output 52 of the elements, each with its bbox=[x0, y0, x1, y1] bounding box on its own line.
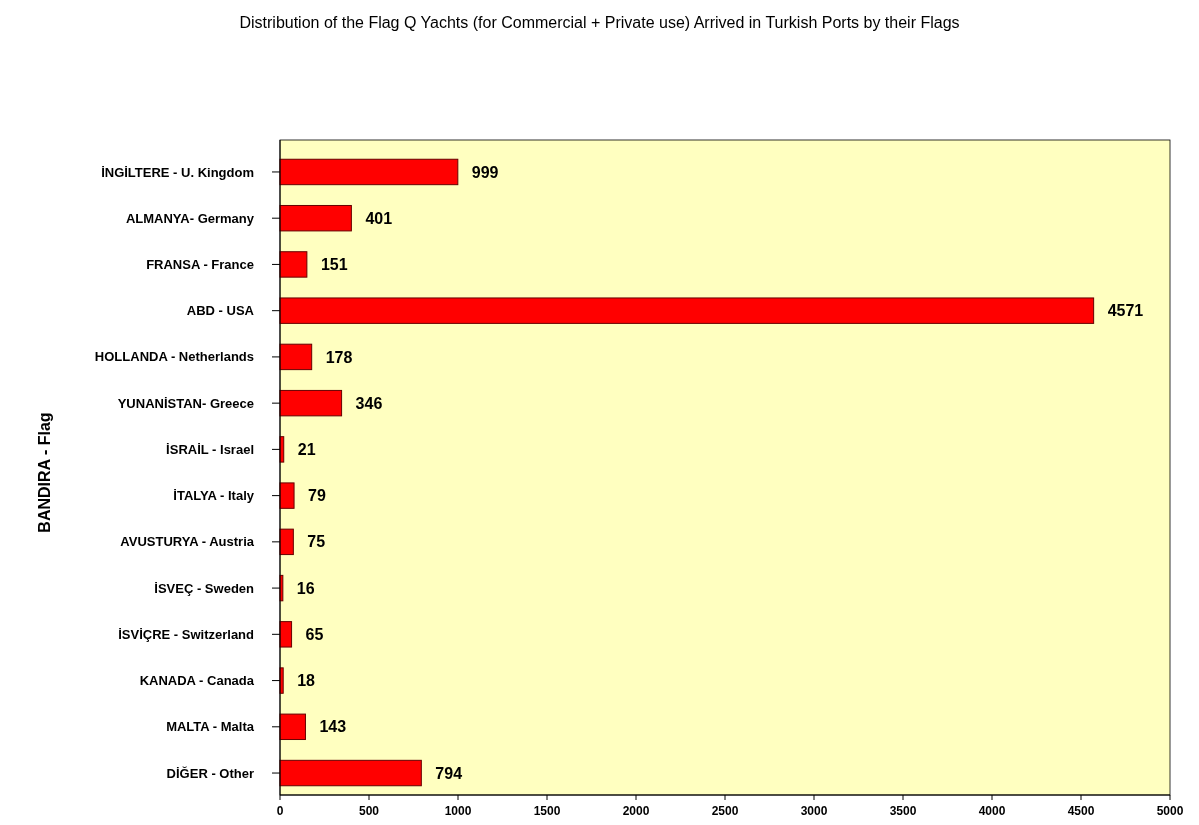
data-label: 143 bbox=[319, 718, 347, 736]
y-tick-label: ABD - USA bbox=[186, 303, 255, 319]
bar bbox=[279, 759, 422, 787]
y-tick-label: ALMANYA- Germany bbox=[125, 210, 255, 226]
x-tick-label: 5000 bbox=[1156, 804, 1184, 818]
y-tick-label: İSVİÇRE - Switzerland bbox=[118, 626, 255, 642]
x-tick-label: 500 bbox=[358, 804, 380, 818]
data-label: 18 bbox=[297, 672, 316, 690]
x-tick-label: 0 bbox=[276, 804, 284, 818]
data-label: 999 bbox=[471, 163, 499, 181]
x-tick-label: 1500 bbox=[533, 804, 561, 818]
bar bbox=[279, 713, 306, 741]
y-tick-label: İTALYA - Italy bbox=[173, 488, 255, 504]
data-label: 346 bbox=[355, 394, 383, 412]
bar bbox=[279, 528, 294, 556]
y-tick-label: İNGİLTERE - U. Kingdom bbox=[101, 164, 254, 180]
y-tick-label: MALTA - Malta bbox=[166, 719, 255, 735]
bar bbox=[279, 251, 308, 278]
y-tick-label: İSRAİL - Israel bbox=[166, 441, 254, 457]
x-tick-label: 4500 bbox=[1067, 804, 1095, 818]
bar bbox=[279, 621, 293, 648]
y-tick-label: İSVEÇ - Sweden bbox=[154, 580, 255, 596]
bar bbox=[279, 482, 295, 509]
bar bbox=[279, 297, 1095, 324]
y-axis-title: BANDIRA - Flag bbox=[36, 412, 53, 533]
data-label: 65 bbox=[305, 625, 324, 643]
data-label: 21 bbox=[297, 440, 316, 458]
x-tick-label: 3000 bbox=[800, 804, 828, 818]
data-label: 4571 bbox=[1107, 302, 1144, 320]
x-tick-label: 1000 bbox=[444, 804, 472, 818]
data-label: 151 bbox=[320, 256, 348, 274]
y-tick-label: HOLLANDA - Netherlands bbox=[94, 349, 254, 365]
data-label: 75 bbox=[307, 533, 326, 551]
bar bbox=[279, 389, 343, 417]
y-tick-label: KANADA - Canada bbox=[139, 673, 255, 689]
x-tick-label: 2000 bbox=[622, 804, 650, 818]
x-tick-label: 2500 bbox=[711, 804, 739, 818]
data-label: 178 bbox=[325, 348, 353, 366]
chart-title: Distribution of the Flag Q Yachts (for Commercial + Private use) Arrived in Turkish Ports by their Flags bbox=[239, 14, 960, 31]
bar bbox=[279, 204, 352, 232]
y-tick-label: DİĞER - Other bbox=[166, 765, 254, 781]
bar bbox=[279, 343, 313, 371]
data-label: 794 bbox=[435, 764, 463, 782]
bar bbox=[279, 158, 459, 186]
data-label: 79 bbox=[308, 487, 326, 505]
y-tick-label: YUNANİSTAN- Greece bbox=[117, 395, 254, 411]
data-label: 401 bbox=[365, 209, 393, 227]
data-label: 16 bbox=[296, 579, 315, 597]
x-tick-label: 4000 bbox=[978, 804, 1006, 818]
x-tick-label: 3500 bbox=[889, 804, 917, 818]
y-tick-label: FRANSA - France bbox=[146, 256, 254, 272]
y-tick-label: AVUSTURYA - Austria bbox=[120, 534, 255, 550]
